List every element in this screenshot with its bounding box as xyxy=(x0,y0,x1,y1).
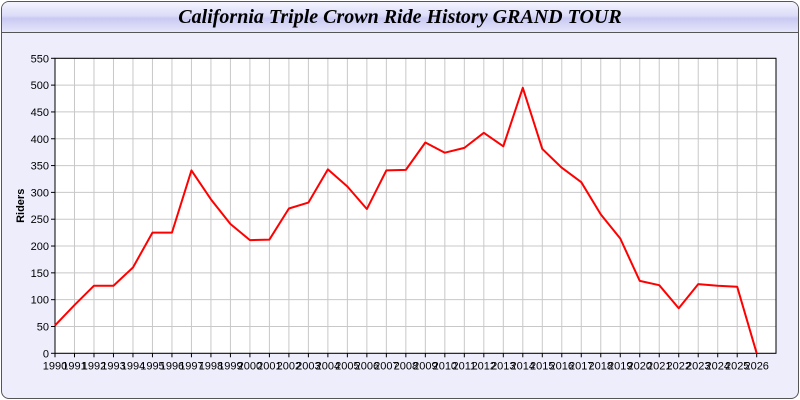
chart-title: California Triple Crown Ride History GRA… xyxy=(178,6,622,28)
title-bar: California Triple Crown Ride History GRA… xyxy=(2,2,798,33)
x-tick-label: 2016 xyxy=(550,360,574,372)
x-tick-label: 2020 xyxy=(628,360,652,372)
x-tick-label: 2026 xyxy=(744,360,768,372)
x-tick-label: 2025 xyxy=(725,360,749,372)
x-tick-label: 2015 xyxy=(530,360,554,372)
x-tick-label: 1993 xyxy=(101,360,125,372)
y-tick-label: 300 xyxy=(31,187,49,199)
x-tick-label: 1997 xyxy=(179,360,203,372)
y-tick-label: 350 xyxy=(31,161,49,173)
x-tick-label: 1998 xyxy=(199,360,223,372)
x-tick-label: 2007 xyxy=(374,360,398,372)
y-tick-label: 50 xyxy=(37,321,49,333)
y-tick-label: 0 xyxy=(43,348,49,360)
y-tick-label: 450 xyxy=(31,107,49,119)
x-tick-label: 2006 xyxy=(355,360,379,372)
x-tick-label: 2012 xyxy=(472,360,496,372)
x-tick-label: 2013 xyxy=(491,360,515,372)
y-tick-label: 200 xyxy=(31,241,49,253)
x-tick-label: 1990 xyxy=(43,360,67,372)
x-tick-label: 2017 xyxy=(569,360,593,372)
x-tick-label: 2003 xyxy=(296,360,320,372)
x-tick-label: 2008 xyxy=(394,360,418,372)
x-tick-label: 1991 xyxy=(62,360,86,372)
x-tick-label: 1994 xyxy=(121,360,145,372)
y-tick-label: 500 xyxy=(31,80,49,92)
y-tick-label: 550 xyxy=(31,53,49,65)
y-axis-label: Riders xyxy=(15,189,27,223)
x-tick-label: 2021 xyxy=(647,360,671,372)
x-tick-label: 2000 xyxy=(238,360,262,372)
x-tick-label: 1992 xyxy=(82,360,106,372)
x-tick-label: 2024 xyxy=(705,360,729,372)
x-tick-label: 1996 xyxy=(160,360,184,372)
x-tick-label: 1995 xyxy=(140,360,164,372)
plot-border xyxy=(54,57,777,354)
plot-area xyxy=(55,58,776,354)
x-tick-label: 2005 xyxy=(335,360,359,372)
x-tick-label: 2018 xyxy=(589,360,613,372)
x-tick-label: 2001 xyxy=(257,360,281,372)
y-tick-label: 400 xyxy=(31,134,49,146)
y-tick-label: 250 xyxy=(31,214,49,226)
x-tick-label: 2014 xyxy=(511,360,535,372)
x-tick-label: 2011 xyxy=(452,360,476,372)
x-tick-label: 2010 xyxy=(433,360,457,372)
x-tick-label: 2009 xyxy=(413,360,437,372)
x-tick-label: 2022 xyxy=(666,360,690,372)
x-tick-label: 1999 xyxy=(218,360,242,372)
x-tick-label: 2023 xyxy=(686,360,710,372)
y-tick-label: 100 xyxy=(31,295,49,307)
y-tick-label: 150 xyxy=(31,268,49,280)
x-tick-label: 2004 xyxy=(316,360,340,372)
x-tick-label: 2002 xyxy=(277,360,301,372)
x-tick-label: 2019 xyxy=(608,360,632,372)
